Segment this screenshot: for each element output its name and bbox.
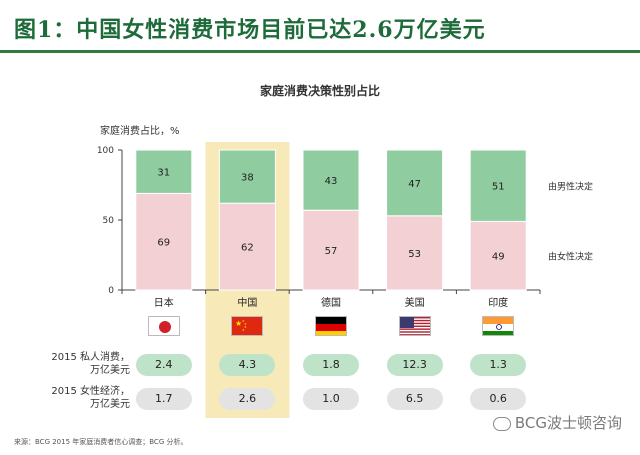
y-tick-label: 100 bbox=[97, 146, 114, 156]
table-cell-value: 6.5 bbox=[386, 388, 443, 410]
wechat-icon bbox=[492, 416, 511, 431]
table-row-label: 2015 私人消费， 万亿美元 bbox=[34, 351, 130, 377]
bar-value-label: 43 bbox=[325, 176, 338, 187]
svg-text:★: ★ bbox=[242, 328, 245, 332]
bar-value-label: 57 bbox=[325, 246, 338, 257]
japan-flag-icon bbox=[147, 316, 180, 336]
table-row-label: 2015 女性经济， 万亿美元 bbox=[34, 385, 130, 411]
germany-flag-icon bbox=[315, 316, 347, 336]
y-tick-label: 50 bbox=[103, 216, 115, 226]
slide-title: 图1：中国女性消费市场目前已达2.6万亿美元 bbox=[14, 17, 486, 43]
usa-flag-icon bbox=[398, 316, 431, 336]
series-legend-label: 由女性决定 bbox=[548, 251, 593, 263]
table-cell-value: 1.8 bbox=[303, 354, 359, 376]
bar-segment bbox=[135, 192, 193, 291]
y-axis-title: 家庭消费占比，% bbox=[100, 126, 180, 137]
bar-value-label: 38 bbox=[241, 173, 254, 184]
bar-segment bbox=[302, 209, 360, 291]
table-cell-value: 2.6 bbox=[219, 388, 276, 410]
row-label-line1: 2015 女性经济， bbox=[51, 386, 130, 397]
row-label-line1: 2015 私人消费， bbox=[51, 352, 130, 363]
table-cell-value: 0.6 bbox=[470, 388, 527, 410]
category-label: 印度 bbox=[488, 296, 508, 309]
bar-segment bbox=[135, 149, 193, 194]
bar-value-label: 51 bbox=[492, 182, 505, 193]
svg-text:★: ★ bbox=[235, 319, 242, 328]
series-legend-label: 由男性决定 bbox=[548, 181, 593, 193]
svg-text:★: ★ bbox=[244, 322, 247, 326]
table-cell-value: 2.4 bbox=[135, 354, 192, 376]
bar-value-label: 31 bbox=[157, 168, 170, 179]
table-cell-value: 1.7 bbox=[135, 388, 192, 410]
category-label: 日本 bbox=[154, 296, 174, 309]
watermark-text: BCG波士顿咨询 bbox=[514, 414, 622, 432]
table-cell-value: 1.3 bbox=[470, 354, 527, 376]
y-tick-label: 0 bbox=[108, 286, 114, 296]
bar-segment bbox=[469, 149, 527, 222]
bar-segment bbox=[218, 202, 276, 291]
india-flag-icon bbox=[482, 316, 515, 336]
category-label: 德国 bbox=[321, 296, 341, 309]
table-cell-value: 4.3 bbox=[219, 354, 276, 376]
row-label-line2: 万亿美元 bbox=[90, 399, 130, 410]
bar-value-label: 47 bbox=[408, 179, 421, 190]
bar-segment bbox=[218, 149, 276, 204]
svg-text:★: ★ bbox=[244, 325, 247, 329]
bar-segment bbox=[386, 215, 444, 291]
bar-segment bbox=[302, 149, 360, 211]
category-label: 美国 bbox=[405, 296, 425, 309]
row-label-line2: 万亿美元 bbox=[90, 365, 130, 376]
bar-value-label: 69 bbox=[157, 238, 170, 249]
watermark: BCG波士顿咨询 bbox=[492, 412, 622, 433]
bar-segment bbox=[386, 149, 444, 217]
table-cell-value: 1.0 bbox=[303, 388, 359, 410]
table-cell-value: 12.3 bbox=[386, 354, 443, 376]
svg-text:★: ★ bbox=[242, 319, 245, 323]
title-divider bbox=[0, 50, 640, 53]
source-footnote: 来源：BCG 2015 年家庭消费者信心调查；BCG 分析。 bbox=[14, 438, 188, 446]
chart-title: 家庭消费决策性别占比 bbox=[259, 84, 380, 98]
bar-value-label: 53 bbox=[408, 249, 421, 260]
bar-value-label: 62 bbox=[241, 243, 254, 254]
china-flag-icon: ★ ★ ★ ★ ★ bbox=[231, 316, 264, 336]
category-label: 中国 bbox=[237, 296, 257, 309]
bar-value-label: 49 bbox=[492, 252, 505, 263]
